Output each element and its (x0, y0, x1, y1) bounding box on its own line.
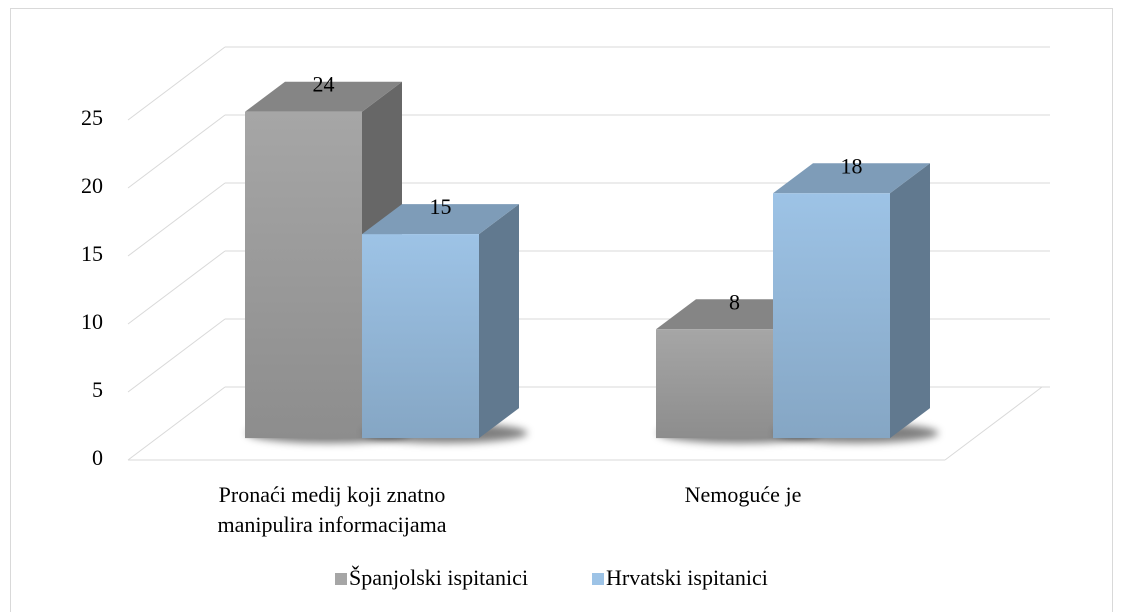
x-tick-label: Pronaći medij koji znatno manipulira inf… (217, 482, 447, 537)
floor-right (944, 386, 1043, 461)
grid-line-side (127, 182, 226, 257)
data-label: 15 (430, 194, 452, 219)
bar (245, 111, 362, 439)
y-tick-label: 5 (92, 377, 103, 402)
legend-label: Hrvatski ispitanici (606, 565, 768, 590)
grid-line-side (127, 386, 226, 461)
y-tick-label: 10 (81, 309, 103, 334)
bar-side (479, 204, 519, 439)
legend-swatch (592, 573, 604, 585)
data-label: 8 (729, 289, 740, 314)
bar-top (362, 204, 519, 235)
bar (773, 193, 890, 439)
bar (362, 234, 479, 439)
data-label: 18 (841, 153, 863, 178)
legend-swatch (335, 573, 347, 585)
grid-line-side (127, 46, 226, 121)
y-tick-label: 25 (81, 105, 103, 130)
legend-label: Španjolski ispitanici (349, 565, 528, 590)
chart-border (10, 8, 1113, 612)
y-tick-label: 15 (81, 241, 103, 266)
bar-top (245, 81, 402, 112)
grid-line-side (127, 318, 226, 393)
y-tick-label: 20 (81, 173, 103, 198)
bar (656, 329, 773, 439)
grid-line-side (127, 250, 226, 325)
x-tick-label: Nemoguće je (684, 482, 802, 507)
y-tick-label: 0 (92, 445, 103, 470)
bar-side (890, 163, 930, 439)
grid-line-side (127, 114, 226, 189)
bar-top (773, 163, 930, 194)
data-label: 24 (313, 72, 335, 97)
